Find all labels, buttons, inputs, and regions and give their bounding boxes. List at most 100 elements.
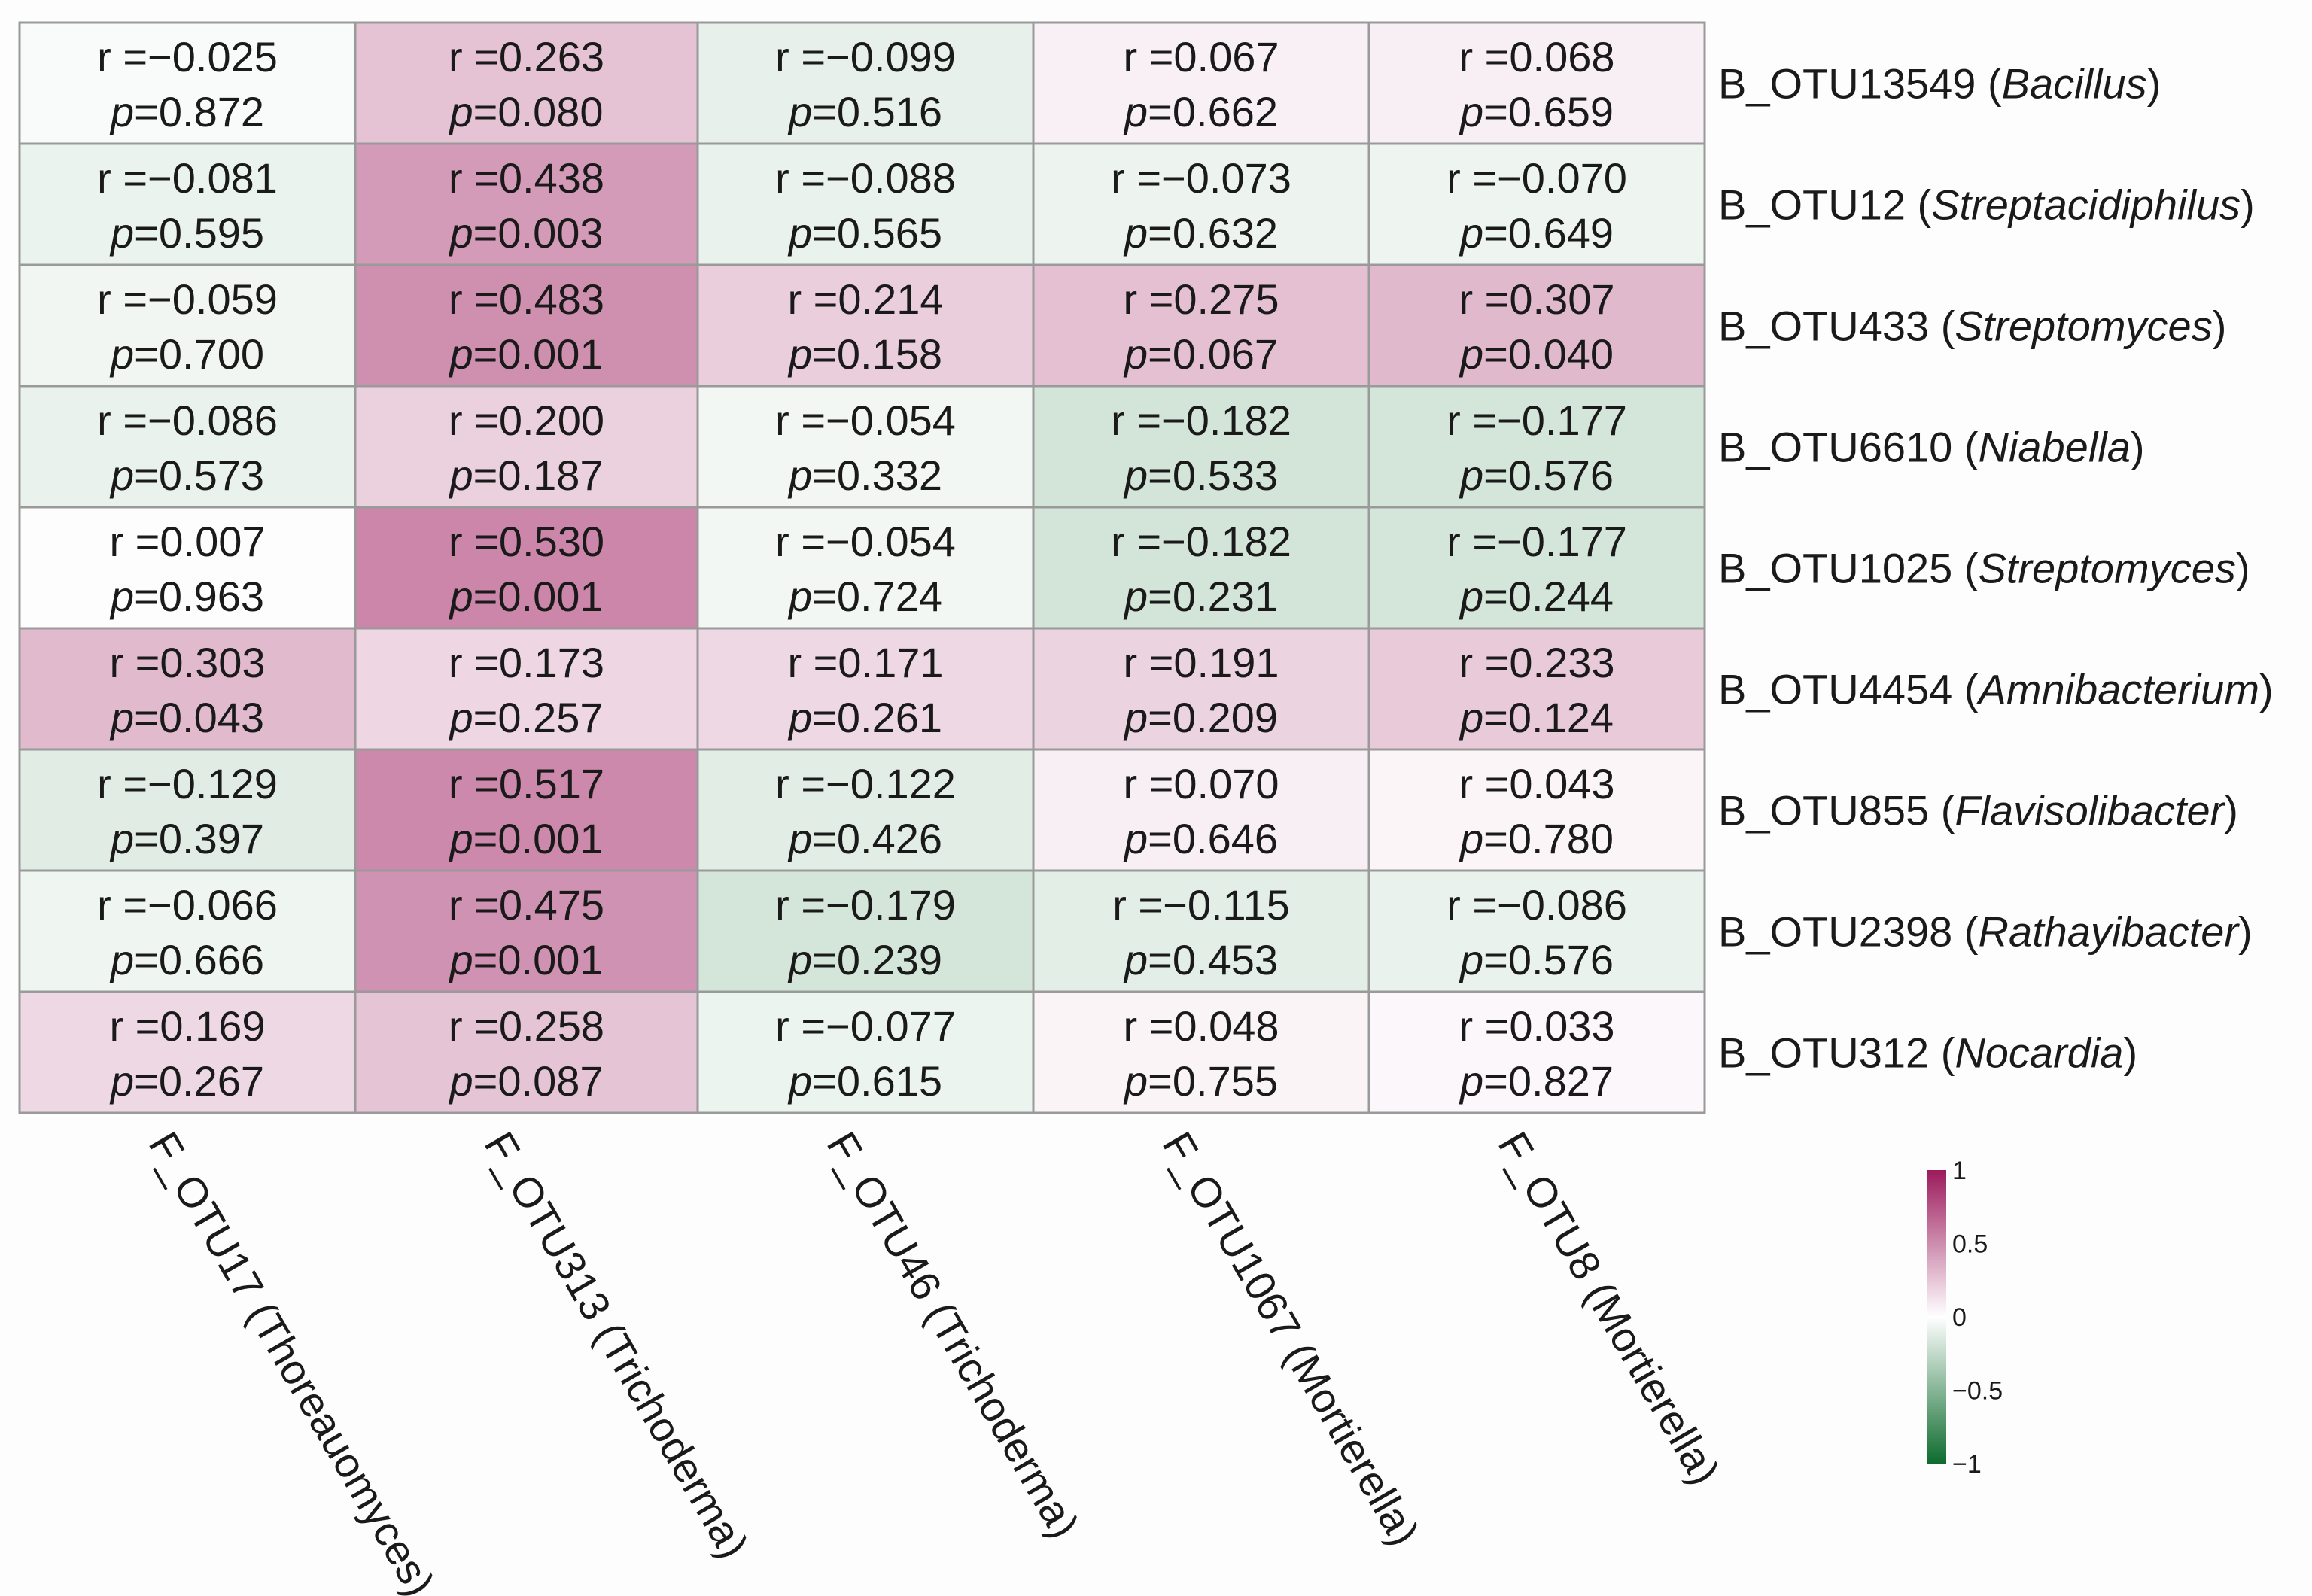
- cell-r-value: r =0.438: [449, 154, 604, 202]
- cell-p-value: p=0.576: [1459, 451, 1614, 499]
- cell-rect: [696, 990, 1035, 1114]
- cell-p-value: p=0.231: [1123, 573, 1278, 620]
- cell-rect: [1367, 21, 1706, 145]
- cell-p-value: p=0.649: [1459, 209, 1614, 257]
- cell-rect: [1367, 627, 1706, 751]
- cell-p-value: p=0.080: [449, 88, 604, 135]
- cell-p-value: p=0.516: [787, 88, 942, 135]
- cell-rect: [696, 21, 1035, 145]
- legend-tick-label: 0: [1952, 1303, 1967, 1332]
- legend-tick-label: 1: [1952, 1157, 1967, 1185]
- cell-r-value: r =−0.177: [1447, 397, 1627, 444]
- cell-r-value: r =−0.066: [97, 881, 278, 929]
- cell-r-value: r =−0.177: [1447, 518, 1627, 565]
- cell-r-value: r =−0.129: [97, 760, 278, 807]
- cell-rect: [1032, 263, 1370, 388]
- heatmap-cell: r =−0.129 p=0.397: [18, 748, 357, 872]
- cell-rect: [1032, 21, 1370, 145]
- cell-r-value: r =−0.115: [1112, 881, 1290, 929]
- cell-rect: [354, 506, 699, 630]
- heatmap-cell: r =0.214 p=0.158: [696, 263, 1035, 388]
- row-label: B_OTU12 (Streptacidiphilus): [1718, 181, 2255, 229]
- cell-p-value: p=0.615: [787, 1057, 942, 1105]
- column-label: F_OTU8 (Mortierella): [1489, 1124, 1729, 1493]
- cell-p-value: p=0.209: [1123, 694, 1278, 741]
- cell-p-value: p=0.124: [1459, 694, 1614, 741]
- heatmap-cell: r =−0.073 p=0.632: [1032, 142, 1370, 266]
- cell-p-value: p=0.576: [1459, 936, 1614, 983]
- cell-p-value: p=0.187: [449, 451, 604, 499]
- cell-r-value: r =0.068: [1459, 33, 1614, 81]
- cell-p-value: p=0.533: [1123, 451, 1278, 499]
- cell-r-value: r =0.067: [1123, 33, 1279, 81]
- cell-p-value: p=0.239: [787, 936, 942, 983]
- cell-r-value: r =0.275: [1123, 275, 1279, 323]
- legend-colorbar: [1927, 1170, 1946, 1464]
- cell-rect: [1367, 385, 1706, 509]
- row-label: B_OTU6610 (Niabella): [1718, 424, 2145, 471]
- cell-p-value: p=0.426: [787, 815, 942, 862]
- cell-r-value: r =0.530: [449, 518, 604, 565]
- cell-p-value: p=0.001: [449, 815, 604, 862]
- cell-r-value: r =−0.025: [97, 33, 278, 81]
- cell-rect: [18, 385, 357, 509]
- cell-r-value: r =−0.077: [775, 1002, 956, 1050]
- color-legend: 1 0.5 0 −0.5 −1: [1927, 1157, 2003, 1479]
- cell-r-value: r =−0.081: [97, 154, 278, 202]
- cell-rect: [696, 869, 1035, 993]
- cell-p-value: p=0.595: [109, 209, 264, 257]
- cell-r-value: r =−0.054: [775, 518, 956, 565]
- cell-r-value: r =0.483: [449, 275, 604, 323]
- row-label: B_OTU855 (Flavisolibacter): [1718, 787, 2238, 834]
- cell-rect: [1032, 385, 1370, 509]
- row-label: B_OTU312 (Nocardia): [1718, 1029, 2137, 1077]
- cell-r-value: r =0.200: [449, 397, 604, 444]
- row-labels: B_OTU13549 (Bacillus) B_OTU12 (Streptacid…: [1718, 60, 2274, 1077]
- cell-p-value: p=0.067: [1123, 330, 1278, 378]
- heatmap-cell: r =0.007 p=0.963: [18, 506, 357, 630]
- heatmap-cell: r =−0.182 p=0.533: [1032, 385, 1370, 509]
- row-label: B_OTU1025 (Streptomyces): [1718, 545, 2250, 592]
- cell-rect: [18, 21, 357, 145]
- heatmap-cell: r =0.200 p=0.187: [354, 385, 699, 509]
- cell-p-value: p=0.397: [109, 815, 264, 862]
- cell-p-value: p=0.087: [449, 1057, 604, 1105]
- cell-r-value: r =0.214: [787, 275, 943, 323]
- cell-r-value: r =0.173: [449, 639, 604, 686]
- cell-rect: [1367, 263, 1706, 388]
- heatmap-cell: r =0.048 p=0.755: [1032, 990, 1370, 1114]
- heatmap-cell: r =0.263 p=0.080: [354, 21, 699, 145]
- heatmap-cell: r =−0.179 p=0.239: [696, 869, 1035, 993]
- cell-p-value: p=0.332: [787, 451, 942, 499]
- heatmap-cell: r =0.169 p=0.267: [18, 990, 357, 1114]
- heatmap-cell: r =−0.182 p=0.231: [1032, 506, 1370, 630]
- cell-rect: [1367, 869, 1706, 993]
- cell-rect: [18, 142, 357, 266]
- heatmap-cell: r =0.033 p=0.827: [1367, 990, 1706, 1114]
- cell-p-value: p=0.003: [449, 209, 604, 257]
- heatmap-cell: r =−0.115 p=0.453: [1032, 869, 1370, 993]
- cell-r-value: r =0.070: [1123, 760, 1279, 807]
- cell-p-value: p=0.632: [1123, 209, 1278, 257]
- cell-rect: [18, 506, 357, 630]
- cell-rect: [354, 21, 699, 145]
- cell-rect: [354, 385, 699, 509]
- heatmap-cell: r =0.067 p=0.662: [1032, 21, 1370, 145]
- heatmap-cell: r =−0.054 p=0.724: [696, 506, 1035, 630]
- cell-r-value: r =0.258: [449, 1002, 604, 1050]
- cell-rect: [1367, 506, 1706, 630]
- legend-tick-label: 0.5: [1952, 1230, 1988, 1259]
- heatmap-cell: r =0.483 p=0.001: [354, 263, 699, 388]
- cell-rect: [1367, 748, 1706, 872]
- cell-r-value: r =0.263: [449, 33, 604, 81]
- heatmap-cell: r =0.191 p=0.209: [1032, 627, 1370, 751]
- cell-r-value: r =−0.086: [1447, 881, 1627, 929]
- cell-r-value: r =−0.088: [775, 154, 956, 202]
- heatmap-cell: r =−0.086 p=0.573: [18, 385, 357, 509]
- heatmap-cell: r =−0.099 p=0.516: [696, 21, 1035, 145]
- row-label: B_OTU13549 (Bacillus): [1718, 60, 2161, 108]
- cell-p-value: p=0.659: [1459, 88, 1614, 135]
- cell-rect: [696, 506, 1035, 630]
- cell-p-value: p=0.043: [109, 694, 264, 741]
- cell-rect: [1032, 627, 1370, 751]
